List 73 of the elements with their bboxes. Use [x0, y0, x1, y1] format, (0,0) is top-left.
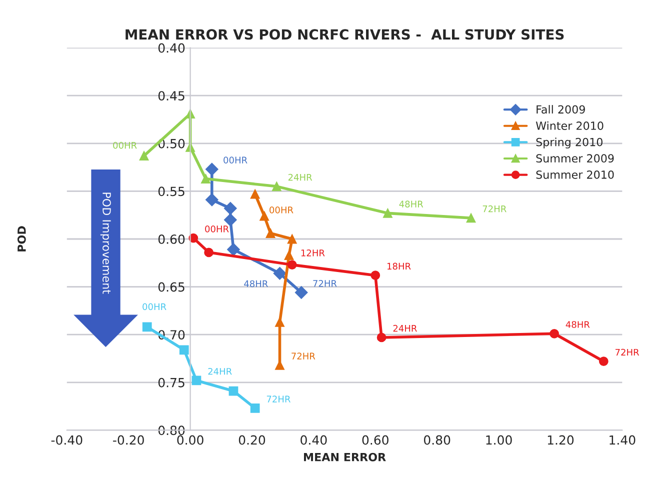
x-tick-label: 1.20	[548, 435, 574, 445]
point	[250, 189, 260, 199]
point	[376, 332, 386, 342]
point	[466, 213, 476, 223]
point	[228, 386, 238, 396]
chart-title: MEAN ERROR VS POD NCRFC RIVERS - ALL STUDY SITES	[126, 29, 564, 40]
y-tick-label: 0.55	[158, 186, 184, 196]
point	[284, 250, 294, 260]
legend-label: Summer 2010	[536, 170, 614, 179]
point	[142, 322, 152, 332]
point	[294, 286, 308, 299]
point	[273, 267, 286, 280]
annotation: 24HR	[288, 174, 312, 181]
legend-label: Winter 2010	[536, 121, 604, 130]
annotation: 72HR	[313, 280, 337, 287]
point	[287, 234, 297, 244]
annotation: 72HR	[482, 205, 506, 212]
annotation: 24HR	[208, 368, 232, 375]
annotation: 00HR	[113, 142, 137, 149]
point	[139, 151, 149, 161]
y-tick-label: 0.45	[158, 91, 184, 101]
annotation: 72HR	[266, 396, 290, 402]
point	[224, 213, 237, 226]
point	[550, 328, 559, 338]
point	[250, 404, 260, 413]
x-tick-label: 0.00	[177, 435, 204, 445]
point	[598, 356, 608, 366]
point	[205, 162, 218, 176]
x-tick-label: -0.20	[113, 435, 144, 445]
legend-label: Summer 2009	[536, 154, 614, 163]
y-tick-label: 0.60	[158, 234, 185, 244]
annotation: 48HR	[566, 321, 590, 328]
x-axis-title: MEAN ERROR	[304, 452, 386, 462]
annotation: 72HR	[616, 348, 640, 356]
point	[204, 248, 214, 258]
y-axis-title: POD	[17, 226, 26, 252]
point	[287, 260, 297, 270]
annotation: 48HR	[244, 280, 268, 288]
point	[201, 174, 210, 184]
point	[383, 208, 392, 218]
annotation: 72HR	[292, 352, 316, 360]
point	[370, 270, 380, 280]
annotation: 00HR	[224, 156, 248, 164]
annotation: 00HR	[142, 303, 166, 310]
x-tick-label: 0.40	[300, 435, 327, 445]
annotation: 00HR	[270, 206, 294, 214]
point	[179, 345, 189, 355]
point	[266, 228, 276, 238]
legend-label: Spring 2010	[536, 138, 602, 148]
x-tick-label: 0.80	[424, 435, 450, 445]
y-tick-label: 0.75	[158, 378, 184, 388]
annotation: 18HR	[387, 262, 411, 270]
annotation: POD Improvement	[100, 192, 111, 294]
point	[260, 211, 270, 221]
y-tick-label: 0.40	[158, 43, 185, 53]
legend-label: Fall 2009	[536, 105, 585, 114]
point	[224, 202, 237, 215]
x-tick-label: 1.00	[486, 435, 512, 445]
y-tick-label: 0.80	[158, 426, 185, 436]
x-tick-label: 0.60	[362, 435, 388, 445]
annotation: 48HR	[399, 200, 424, 208]
point	[275, 317, 284, 327]
annotation: 12HR	[301, 249, 325, 256]
annotation: 24HR	[393, 324, 417, 332]
x-tick-label: 0.20	[238, 435, 266, 445]
point	[272, 182, 282, 192]
point	[192, 376, 202, 386]
point	[227, 243, 240, 256]
x-tick-label: -0.40	[51, 435, 82, 445]
y-tick-label: 0.65	[158, 282, 184, 292]
x-tick-label: 1.40	[610, 435, 636, 445]
annotation: 00HR	[205, 226, 229, 232]
point	[205, 193, 218, 206]
